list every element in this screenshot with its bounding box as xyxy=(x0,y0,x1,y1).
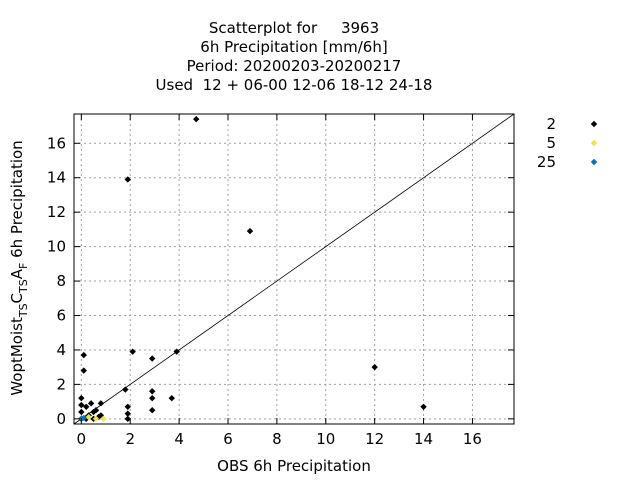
y-tick-label: 16 xyxy=(47,134,66,152)
title-line-4: Used 12 + 06-00 12-06 18-12 24-18 xyxy=(156,76,433,94)
data-point-series-1 xyxy=(193,115,200,123)
one-to-one-line xyxy=(73,113,515,425)
data-point-series-1 xyxy=(129,348,136,355)
title-line-2: 6h Precipitation [mm/6h] xyxy=(200,38,387,56)
title-line-3: Period: 20200203-20200217 xyxy=(187,57,402,75)
data-point-series-1 xyxy=(149,407,156,414)
data-point-series-1 xyxy=(92,407,100,414)
y-tick-label: 8 xyxy=(56,272,66,290)
data-point-series-1 xyxy=(124,415,131,423)
x-axis-label: OBS 6h Precipitation xyxy=(217,457,371,475)
data-point-series-1 xyxy=(420,403,427,410)
y-tick-label: 6 xyxy=(56,307,66,325)
data-point-series-1 xyxy=(80,367,87,374)
y-tick-label: 14 xyxy=(47,169,66,187)
x-tick-label: 10 xyxy=(316,430,335,448)
data-point-series-1 xyxy=(78,401,85,409)
x-tick-label: 0 xyxy=(77,430,87,448)
data-point-series-1 xyxy=(97,400,105,407)
data-point-series-2 xyxy=(85,413,92,421)
y-tick-label: 0 xyxy=(56,410,66,428)
y-axis-label-sub-2: TS xyxy=(17,279,30,294)
legend-marker-series-1 xyxy=(590,120,598,128)
y-tick-label: 10 xyxy=(47,238,66,256)
data-point-series-1 xyxy=(149,388,156,395)
data-point-series-1 xyxy=(168,394,175,402)
x-tick-label: 16 xyxy=(463,430,482,448)
data-point-series-3 xyxy=(80,414,87,422)
x-tick-label: 6 xyxy=(223,430,233,448)
plot-frame xyxy=(73,113,515,425)
legend-label-series-2: 5 xyxy=(546,134,556,152)
data-point-series-2 xyxy=(92,415,100,423)
data-points xyxy=(78,115,427,423)
data-point-series-1 xyxy=(124,403,131,410)
data-point-series-1 xyxy=(149,394,156,402)
x-tick-label: 12 xyxy=(365,430,384,448)
y-axis-label: WoptMoistTSCTSAF 6h Precipitation xyxy=(8,140,30,395)
data-point-series-1 xyxy=(124,410,131,417)
legend-label-series-3: 25 xyxy=(537,153,556,171)
y-tick-label: 4 xyxy=(56,341,66,359)
y-axis-label-part-4: 6h Precipitation xyxy=(8,140,26,262)
legend-label-series-1: 2 xyxy=(546,115,556,133)
chart-title: Scatterplot for 3963 6h Precipitation [m… xyxy=(156,19,433,94)
y-axis-label-part-2: C xyxy=(8,293,26,303)
data-point-series-1 xyxy=(78,394,85,402)
y-axis-label-sub-1: TS xyxy=(17,303,30,318)
x-tick-label: 2 xyxy=(125,430,135,448)
y-axis-label-part-3: A xyxy=(8,268,26,279)
axis-ticks: 0 2 4 6 8 10 12 14 16 0 2 4 6 8 10 12 14 16 xyxy=(47,114,514,448)
y-axis-label-part-1: WoptMoist xyxy=(8,317,26,396)
x-tick-label: 4 xyxy=(174,430,184,448)
data-point-series-1 xyxy=(83,403,90,410)
data-point-series-1 xyxy=(87,400,95,407)
data-point-series-1 xyxy=(122,386,129,393)
diagonal-line-group xyxy=(73,113,515,425)
y-axis-label-sub-3: F xyxy=(17,263,30,269)
data-point-series-1 xyxy=(371,363,378,371)
data-point-series-2 xyxy=(100,415,107,423)
data-point-series-1 xyxy=(124,176,131,183)
title-line-1: Scatterplot for 3963 xyxy=(209,19,379,37)
data-point-series-1 xyxy=(80,351,87,359)
data-point-series-1 xyxy=(149,355,156,362)
y-tick-label: 2 xyxy=(56,375,66,393)
legend-marker-series-3 xyxy=(590,158,598,166)
grid-lines xyxy=(74,114,514,424)
y-tick-label: 12 xyxy=(47,203,66,221)
legend-marker-series-2 xyxy=(590,139,598,147)
data-point-series-1 xyxy=(246,227,254,235)
x-tick-label: 8 xyxy=(272,430,282,448)
data-point-series-1 xyxy=(78,408,85,416)
data-point-series-1 xyxy=(173,348,180,355)
x-tick-label: 14 xyxy=(414,430,433,448)
